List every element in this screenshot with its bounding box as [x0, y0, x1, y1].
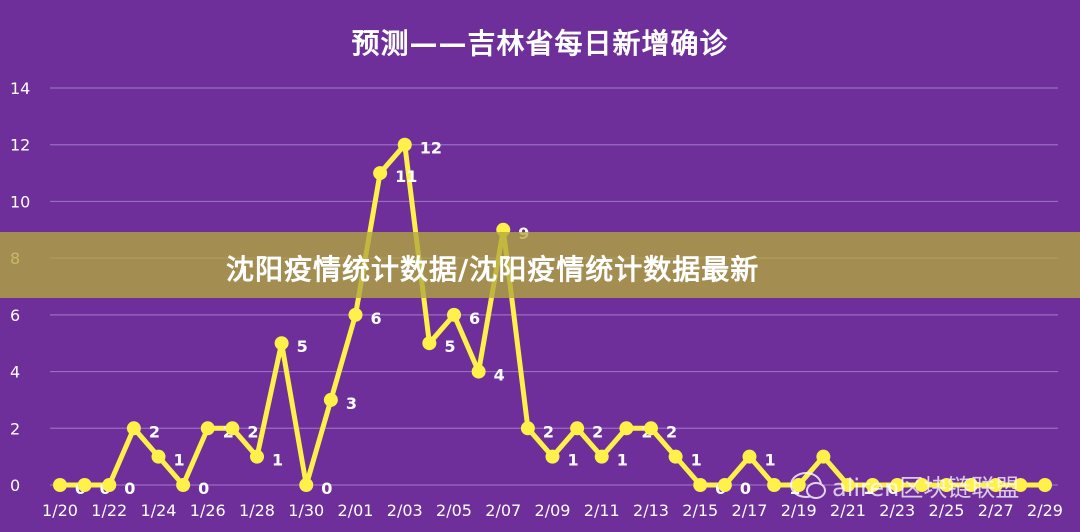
- data-label: 2: [543, 422, 554, 441]
- data-label: 0: [198, 479, 209, 498]
- caption-banner: [0, 232, 1080, 298]
- y-tick-label: 4: [10, 363, 20, 382]
- x-tick-label: 2/21: [830, 501, 866, 520]
- y-tick-label: 10: [10, 192, 30, 211]
- data-point: [570, 421, 585, 436]
- data-point: [1038, 478, 1052, 492]
- data-point: [816, 449, 831, 464]
- data-point: [373, 166, 388, 181]
- data-point: [225, 421, 240, 436]
- data-label: 2: [149, 422, 160, 441]
- data-point: [151, 449, 166, 464]
- data-label: 5: [297, 337, 308, 356]
- data-point: [914, 478, 929, 492]
- data-point: [644, 421, 658, 436]
- x-tick-label: 2/17: [732, 501, 768, 520]
- x-tick-label: 1/30: [288, 501, 324, 520]
- x-tick-label: 1/26: [190, 501, 226, 520]
- data-point: [77, 478, 92, 492]
- data-label: 11: [395, 167, 417, 186]
- data-point: [594, 449, 609, 464]
- x-tick-label: 2/03: [387, 501, 423, 520]
- data-point: [126, 421, 141, 436]
- data-point: [964, 478, 979, 492]
- y-tick-label: 0: [10, 476, 20, 495]
- x-tick-label: 1/24: [141, 501, 177, 520]
- x-tick-label: 2/25: [929, 501, 965, 520]
- data-point: [250, 449, 264, 464]
- data-point: [299, 478, 314, 492]
- data-label: 6: [371, 309, 382, 328]
- x-tick-label: 2/19: [781, 501, 817, 520]
- data-label: 2: [247, 422, 258, 441]
- x-tick-label: 2/13: [633, 501, 669, 520]
- x-tick-label: 2/27: [978, 501, 1014, 520]
- x-tick-label: 2/05: [436, 501, 472, 520]
- x-tick-label: 2/29: [1027, 501, 1063, 520]
- x-tick-label: 1/22: [91, 501, 127, 520]
- x-tick-label: 2/07: [485, 501, 521, 520]
- data-label: 2: [666, 422, 677, 441]
- data-point: [176, 478, 191, 492]
- y-tick-label: 6: [10, 306, 20, 325]
- data-point: [619, 421, 634, 436]
- data-point: [668, 449, 683, 464]
- chart-title: 预测——吉林省每日新增确诊: [351, 27, 729, 60]
- data-point: [742, 449, 757, 464]
- data-point: [545, 449, 560, 464]
- caption-banner-text: 沈阳疫情统计数据/沈阳疫情统计数据最新: [226, 253, 760, 286]
- x-tick-label: 2/15: [682, 501, 718, 520]
- x-tick-label: 1/28: [239, 501, 275, 520]
- wechat-icon: [790, 472, 826, 499]
- y-tick-label: 14: [10, 79, 30, 98]
- data-label: 0: [740, 479, 751, 498]
- watermark-text: aliren区块链联盟: [832, 473, 1020, 502]
- data-label: 1: [174, 451, 185, 470]
- data-point: [767, 478, 782, 492]
- x-tick-label: 2/23: [879, 501, 915, 520]
- data-point: [447, 307, 461, 322]
- y-tick-label: 12: [10, 136, 30, 155]
- data-label: 5: [444, 337, 455, 356]
- data-point: [988, 478, 1003, 492]
- x-tick-label: 2/11: [584, 501, 620, 520]
- data-label: 1: [691, 451, 702, 470]
- data-point: [890, 478, 905, 492]
- data-label: 3: [346, 394, 357, 413]
- data-label: 1: [617, 451, 628, 470]
- data-point: [693, 478, 708, 492]
- data-point: [422, 336, 437, 351]
- data-point: [200, 421, 215, 436]
- data-point: [471, 364, 486, 379]
- data-point: [102, 478, 117, 492]
- data-point: [323, 392, 338, 407]
- data-point: [348, 307, 363, 322]
- data-point: [939, 478, 954, 492]
- x-tick-label: 2/01: [338, 501, 374, 520]
- data-point: [865, 478, 880, 492]
- watermark: aliren区块链联盟: [790, 470, 1020, 502]
- data-point: [53, 478, 67, 492]
- data-label: 1: [765, 451, 776, 470]
- y-tick-label: 2: [10, 419, 20, 438]
- data-label: 1: [272, 451, 283, 470]
- data-label: 1: [568, 451, 579, 470]
- data-point: [717, 478, 732, 492]
- x-tick-label: 1/20: [42, 501, 78, 520]
- data-label: 0: [321, 479, 332, 498]
- data-point: [841, 478, 855, 492]
- x-tick-label: 2/09: [535, 501, 571, 520]
- data-label: 12: [420, 139, 442, 158]
- data-label: 4: [494, 366, 505, 385]
- data-point: [1013, 478, 1028, 492]
- data-label: 6: [469, 309, 480, 328]
- data-point: [397, 137, 412, 152]
- data-label: 2: [592, 422, 603, 441]
- data-point: [520, 421, 535, 436]
- data-label: 0: [124, 479, 135, 498]
- data-point: [274, 336, 289, 351]
